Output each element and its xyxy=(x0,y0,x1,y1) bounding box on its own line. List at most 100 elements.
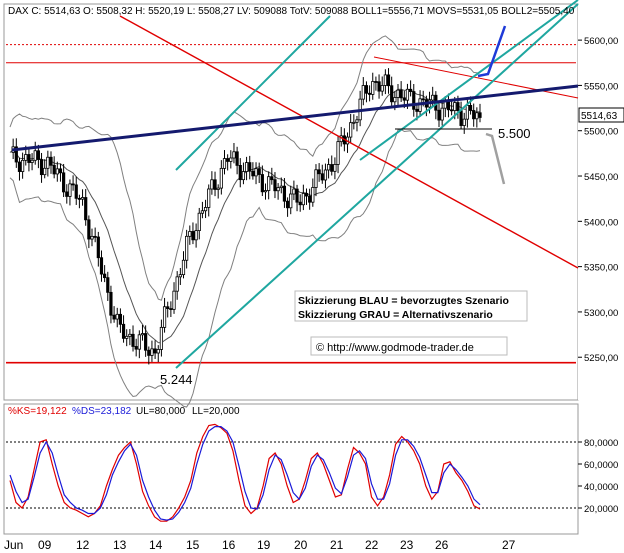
date-tick-label: 21 xyxy=(330,538,344,552)
candle-body xyxy=(156,349,160,354)
candle-body xyxy=(292,188,296,195)
date-tick-label: 15 xyxy=(186,538,200,552)
date-tick-label: 16 xyxy=(222,538,236,552)
stoch-panel-frame xyxy=(3,403,579,535)
candle-body xyxy=(200,210,205,214)
candle-body xyxy=(336,141,340,165)
price-axis: 5600,00 5550,00 5500,00 5450,00 5400,00 5350,… xyxy=(578,36,618,364)
candle-body xyxy=(308,195,312,203)
candle-body xyxy=(301,193,305,206)
candle-body xyxy=(251,170,255,177)
date-tick-label: 12 xyxy=(76,538,90,552)
candle-body xyxy=(30,159,34,163)
candle-body xyxy=(121,323,126,339)
candle-body xyxy=(465,105,469,120)
candle-body xyxy=(437,109,441,121)
stoch-header-ll: LL=20,000 xyxy=(192,406,240,417)
date-tick-label: 19 xyxy=(257,538,271,552)
candle-body xyxy=(238,164,242,181)
candle-body xyxy=(175,276,179,292)
candle-body xyxy=(364,85,369,94)
candle-body xyxy=(118,313,123,325)
candle-body xyxy=(65,191,69,197)
support-label: 5.500 xyxy=(498,126,531,141)
bollinger-upper xyxy=(9,35,481,301)
teal-channel-upper-right xyxy=(359,0,579,161)
candle-body xyxy=(162,306,167,328)
candle-body xyxy=(254,168,258,177)
red-downtrend-line xyxy=(119,15,579,269)
chart-header: DAX C: 5514,63 O: 5508,32 H: 5520,19 L: … xyxy=(8,6,575,17)
candle-body xyxy=(248,162,252,172)
legend-blue-text: Skizzierung BLAU = bevorzugtes Szenario xyxy=(298,295,509,307)
date-tick-label: 22 xyxy=(365,538,379,552)
candle-body xyxy=(390,85,394,103)
candle-body xyxy=(210,179,214,190)
candle-body xyxy=(74,184,78,199)
candle-body xyxy=(393,97,397,103)
candle-body xyxy=(279,185,283,189)
candle-body xyxy=(49,156,53,166)
candle-body xyxy=(282,185,287,202)
candle-body xyxy=(415,108,419,112)
date-tick-label: 20 xyxy=(294,538,308,552)
price-tick-label: 5450,00 xyxy=(584,172,618,183)
candle-body xyxy=(197,212,201,231)
candle-body xyxy=(213,179,217,190)
candle-body xyxy=(24,154,28,161)
candle-body xyxy=(386,74,391,87)
candle-body xyxy=(311,187,315,203)
candle-body xyxy=(349,122,353,138)
candle-body xyxy=(172,290,176,310)
date-tick-label: 09 xyxy=(38,538,52,552)
candle-body xyxy=(450,109,454,112)
candle-body xyxy=(257,168,261,175)
candle-body xyxy=(203,207,208,212)
candle-body xyxy=(399,89,403,99)
candle-body xyxy=(52,164,56,175)
candle-body xyxy=(178,274,182,278)
candle-body xyxy=(409,88,413,92)
candle-body xyxy=(229,157,233,162)
horizontal-price-levels xyxy=(6,44,576,364)
candle-body xyxy=(216,187,220,190)
candle-body xyxy=(468,105,473,111)
candle-body xyxy=(27,154,31,163)
candle-body xyxy=(134,346,138,350)
candle-body xyxy=(153,348,157,354)
stoch-series-ds xyxy=(9,426,481,521)
candle-body xyxy=(459,110,463,126)
candle-body xyxy=(166,306,170,309)
stochastic-axis: 80,0000 60,0000 40,0000 20,0000 xyxy=(578,438,618,515)
candle-body xyxy=(185,235,189,261)
candle-body xyxy=(377,81,381,92)
teal-channel-upper-left xyxy=(175,15,331,171)
candle-body xyxy=(140,333,145,336)
candlesticks xyxy=(11,68,482,365)
stoch-header-k: %KS=19,122 xyxy=(8,406,67,417)
candle-body xyxy=(188,231,192,237)
date-tick-label: 23 xyxy=(400,538,414,552)
candle-body xyxy=(405,88,410,101)
candle-body xyxy=(109,291,113,316)
candle-body xyxy=(99,257,104,275)
candle-body xyxy=(21,159,25,172)
candle-body xyxy=(304,193,309,197)
price-tick-label: 5250,00 xyxy=(584,353,618,364)
copyright-text: © http://www.godmode-trader.de xyxy=(316,342,474,354)
stoch-header-ul: UL=80,000 xyxy=(136,406,186,417)
candle-body xyxy=(421,98,425,101)
blue-scenario-arrow xyxy=(477,25,507,78)
legend-box: Skizzierung BLAU = bevorzugtes Szenario … xyxy=(294,290,528,322)
date-axis: Jun 09 12 13 14 15 16 19 20 21 22 23 26 27 xyxy=(4,538,516,552)
candle-body xyxy=(169,308,173,310)
candle-body xyxy=(276,187,280,192)
stoch-header-d: %DS=23,182 xyxy=(72,406,132,417)
candle-body xyxy=(62,172,66,193)
candle-body xyxy=(96,236,100,259)
candle-body xyxy=(84,197,88,221)
legend-box-frame xyxy=(294,290,528,322)
copyright-box: © http://www.godmode-trader.de xyxy=(310,336,508,356)
price-tick-label: 5550,00 xyxy=(584,81,618,92)
